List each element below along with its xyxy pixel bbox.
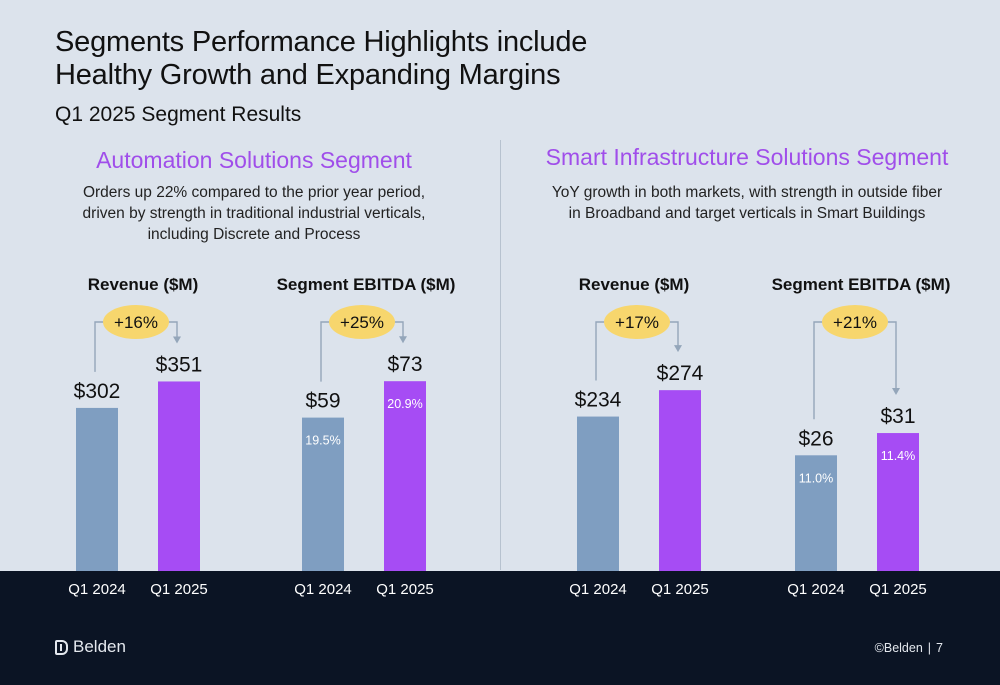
bar-q1-2024 [76, 407, 118, 571]
bar-value-label: $31 [880, 405, 915, 428]
belden-logo: Belden [55, 637, 126, 657]
belden-logo-icon [55, 639, 68, 655]
x-tick-label: Q1 2024 [294, 581, 352, 598]
x-tick-label: Q1 2025 [869, 581, 927, 598]
bar-value-label: $351 [156, 353, 203, 376]
page-title: Segments Performance Highlights include … [55, 26, 587, 92]
page-number: 7 [936, 641, 943, 655]
footer-band [0, 571, 1000, 685]
bar-value-label: $274 [657, 362, 704, 385]
ebitda-margin-label: 20.9% [387, 397, 422, 411]
smart-infrastructure-segment-title: Smart Infrastructure Solutions Segment [545, 144, 949, 170]
growth-badge-label: +17% [615, 313, 659, 332]
bar-q1-2024 [302, 417, 344, 571]
growth-badge-label: +16% [114, 313, 158, 332]
ebitda-margin-label: 11.0% [799, 471, 834, 485]
automation-segment-title: Automation Solutions Segment [96, 147, 412, 173]
chart-title: Revenue ($M) [579, 275, 690, 294]
x-tick-label: Q1 2025 [376, 581, 434, 598]
growth-badge-label: +21% [833, 313, 877, 332]
bar-value-label: $302 [74, 380, 121, 403]
bar-value-label: $59 [305, 390, 340, 413]
growth-arrow-head [173, 336, 181, 344]
bar-q1-2025 [158, 381, 200, 571]
footer-separator: | [927, 641, 932, 655]
bar-q1-2025 [659, 390, 701, 571]
chart-title: Segment EBITDA ($M) [277, 275, 456, 294]
x-tick-label: Q1 2024 [787, 581, 845, 598]
bar-q1-2024 [795, 455, 837, 571]
bar-q1-2025 [384, 381, 426, 571]
page-footer: ©Belden | 7 [875, 641, 943, 655]
growth-arrow-head [674, 345, 682, 353]
bar-q1-2025 [877, 433, 919, 571]
growth-badge [329, 305, 395, 339]
growth-badge [604, 305, 670, 339]
growth-badge [822, 305, 888, 339]
page-title-line-2: Healthy Growth and Expanding Margins [55, 59, 561, 91]
chart-title: Revenue ($M) [88, 275, 199, 294]
smart-infrastructure-segment-description: YoY growth in both markets, with strengt… [551, 184, 943, 222]
segment-divider [500, 140, 501, 570]
bar-value-label: $234 [575, 389, 622, 412]
automation-segment-description: Orders up 22% compared to the prior year… [82, 184, 426, 243]
bar-value-label: $26 [798, 427, 833, 450]
page-title-line-1: Segments Performance Highlights include [55, 26, 588, 58]
belden-logo-text: Belden [73, 637, 126, 656]
x-tick-label: Q1 2024 [569, 581, 627, 598]
chart-title: Segment EBITDA ($M) [772, 275, 951, 294]
growth-arrow-head [399, 336, 407, 344]
x-tick-label: Q1 2025 [651, 581, 709, 598]
growth-badge [103, 305, 169, 339]
bar-q1-2024 [577, 416, 619, 571]
growth-arrow-head [892, 388, 900, 396]
bar-value-label: $73 [387, 353, 422, 376]
ebitda-margin-label: 11.4% [881, 449, 916, 463]
ebitda-margin-label: 19.5% [305, 434, 340, 448]
page-subtitle: Q1 2025 Segment Results [55, 103, 302, 126]
x-tick-label: Q1 2024 [68, 581, 126, 598]
copyright-text: ©Belden [874, 641, 923, 655]
growth-badge-label: +25% [340, 313, 384, 332]
x-tick-label: Q1 2025 [150, 581, 208, 598]
